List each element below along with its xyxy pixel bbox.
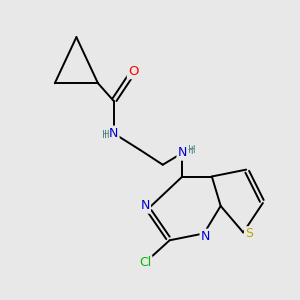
Text: Cl: Cl: [139, 256, 151, 269]
Text: N: N: [140, 200, 150, 212]
Text: N: N: [109, 127, 118, 140]
Text: N: N: [140, 200, 150, 212]
Text: H: H: [188, 145, 196, 155]
Text: N: N: [109, 127, 118, 140]
Text: N: N: [178, 146, 187, 159]
Text: N: N: [201, 230, 210, 243]
Text: H: H: [102, 130, 110, 140]
Text: S: S: [245, 227, 253, 240]
Text: H: H: [187, 146, 194, 156]
Text: N: N: [178, 146, 187, 159]
Text: O: O: [128, 65, 139, 78]
Text: Cl: Cl: [139, 256, 151, 269]
Text: O: O: [128, 65, 139, 78]
Text: H: H: [104, 130, 112, 140]
Text: N: N: [201, 230, 210, 243]
Text: S: S: [245, 227, 253, 240]
